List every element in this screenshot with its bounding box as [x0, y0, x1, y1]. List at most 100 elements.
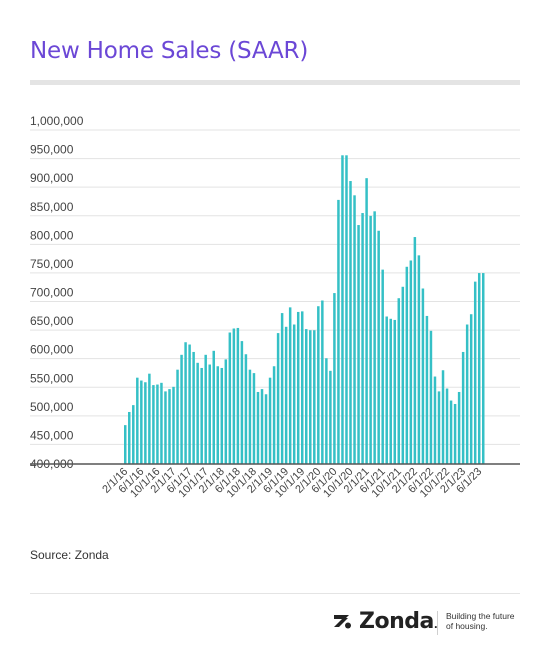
- bar-2-1-22: [413, 237, 417, 464]
- bar-12-1-18: [260, 389, 264, 464]
- bar-2-1-16: [124, 425, 127, 464]
- bar-1-1-17: [168, 389, 171, 464]
- bar-2-1-20: [317, 306, 320, 464]
- bar-1-1-23: [457, 391, 461, 464]
- bar-5-1-21: [377, 230, 380, 464]
- bar-5-1-23: [473, 281, 477, 464]
- bar-4-1-23: [469, 314, 473, 464]
- bar-8-1-21: [389, 318, 392, 464]
- y-tick-label: 650,000: [30, 314, 74, 328]
- bar-5-1-18: [232, 328, 236, 464]
- bar-3-1-21: [369, 215, 372, 464]
- bar-8-1-20: [341, 155, 344, 465]
- bar-4-1-20: [325, 358, 328, 464]
- bar-4-1-16: [132, 405, 135, 464]
- bar-3-1-20: [321, 300, 324, 464]
- bar-1-1-18: [216, 366, 220, 464]
- bar-9-1-18: [248, 369, 252, 464]
- y-tick-label: 500,000: [30, 400, 74, 414]
- x-axis-labels: 2/1/166/1/1610/1/162/1/176/1/1710/1/172/…: [100, 466, 484, 500]
- brand-tagline: Building the future of housing.: [446, 611, 526, 631]
- bar-11-1-21: [401, 286, 405, 464]
- bar-10-1-18: [252, 373, 256, 464]
- y-axis-labels: 1,000,000 950,000 900,000 850,000 800,000 750…: [30, 114, 84, 471]
- bar-7-1-18: [240, 341, 244, 464]
- bar-11-1-17: [208, 364, 211, 464]
- bar-7-1-19: [288, 307, 292, 464]
- zonda-logo-icon: [334, 615, 351, 629]
- bar-7-1-21: [385, 316, 388, 464]
- y-tick-label: 450,000: [30, 428, 74, 442]
- bar-8-1-22: [437, 391, 441, 464]
- bar-4-1-22: [421, 288, 425, 464]
- y-tick-label: 950,000: [30, 143, 74, 157]
- bar-8-1-17: [196, 362, 199, 464]
- bar-8-1-19: [292, 324, 296, 464]
- bar-5-1-19: [280, 313, 284, 464]
- bar-12-1-19: [309, 330, 312, 464]
- gridlines: [30, 129, 520, 445]
- y-tick-label: 600,000: [30, 343, 74, 357]
- footer-divider: [30, 593, 520, 594]
- bar-9-1-19: [296, 311, 300, 464]
- brand-separator: [437, 611, 438, 635]
- y-tick-label: 550,000: [30, 371, 74, 385]
- y-tick-label: 700,000: [30, 286, 74, 300]
- bar-1-1-19: [264, 394, 268, 464]
- bar-7-1-16: [144, 382, 147, 464]
- bar-2-1-17: [172, 386, 175, 464]
- bar-7-1-22: [433, 376, 437, 464]
- bar-10-1-17: [204, 354, 207, 464]
- bar-3-1-23: [465, 324, 469, 464]
- bar-6-1-17: [188, 344, 191, 464]
- bar-10-1-16: [156, 384, 159, 464]
- title-divider: [30, 80, 520, 85]
- bar-1-1-20: [313, 330, 316, 464]
- bar-5-1-22: [425, 315, 429, 464]
- bar-3-1-19: [272, 366, 276, 464]
- bar-2-1-18: [220, 367, 224, 464]
- bar-4-1-21: [373, 211, 376, 464]
- bar-6-1-21: [381, 269, 384, 464]
- bar-12-1-20: [357, 225, 360, 464]
- bar-3-1-17: [176, 369, 179, 464]
- bar-1-1-22: [409, 260, 413, 464]
- bar-6-1-22: [429, 330, 433, 464]
- bar-2-1-21: [365, 178, 368, 464]
- bar-6-1-18: [236, 327, 240, 464]
- bar-2-1-23: [461, 351, 465, 464]
- bar-6-1-19: [284, 326, 288, 464]
- bar-9-1-17: [200, 367, 203, 464]
- tagline-line-1: Building the future: [446, 611, 515, 621]
- bar-6-1-16: [140, 380, 143, 464]
- y-tick-label: 750,000: [30, 257, 74, 271]
- bar-6-1-23: [477, 273, 481, 464]
- bar-4-1-17: [180, 354, 183, 464]
- bar-7-1-23: [482, 273, 485, 464]
- bar-11-1-22: [449, 400, 453, 464]
- y-tick-label: 850,000: [30, 200, 74, 214]
- bar-9-1-21: [393, 319, 396, 464]
- bar-3-1-16: [128, 411, 131, 464]
- tagline-line-2: of housing.: [446, 621, 488, 631]
- bar-9-1-16: [152, 385, 155, 464]
- bar-2-1-19: [268, 377, 272, 464]
- brand-name: Zonda.: [359, 609, 438, 634]
- bar-5-1-17: [184, 342, 187, 464]
- bar-3-1-18: [224, 359, 228, 464]
- bar-11-1-18: [256, 391, 260, 464]
- bar-10-1-19: [300, 311, 304, 464]
- bar-12-1-16: [164, 391, 167, 464]
- bar-7-1-20: [337, 199, 340, 464]
- bar-10-1-22: [445, 388, 449, 464]
- bar-9-1-20: [345, 155, 348, 465]
- bar-4-1-18: [228, 332, 232, 464]
- bar-5-1-20: [329, 370, 332, 464]
- bar-3-1-22: [417, 255, 421, 464]
- y-tick-label: 800,000: [30, 228, 74, 242]
- bar-chart: 1,000,000 950,000 900,000 850,000 800,000 750…: [30, 114, 520, 500]
- bar-6-1-20: [333, 293, 336, 464]
- bar-4-1-19: [276, 333, 280, 464]
- bar-1-1-21: [361, 213, 364, 464]
- bar-5-1-16: [136, 377, 139, 464]
